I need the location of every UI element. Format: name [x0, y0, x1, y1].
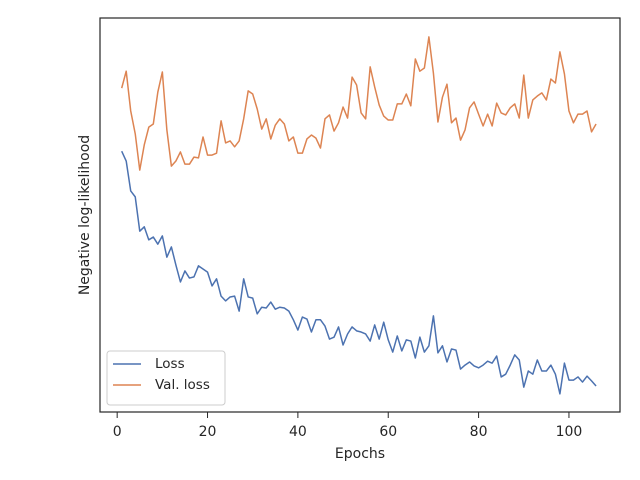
x-tick-label: 0 [113, 424, 122, 440]
legend: Loss Val. loss [106, 350, 226, 406]
x-tick-label: 60 [379, 424, 397, 440]
x-tick-label: 20 [199, 424, 217, 440]
series-line [121, 150, 597, 395]
series-line [120, 36, 597, 171]
x-tick-label: 100 [556, 424, 583, 440]
x-tick-label: 80 [470, 424, 488, 440]
plot-frame [99, 17, 621, 413]
legend-label: Val. loss [155, 377, 210, 393]
legend-label: Loss [155, 356, 185, 372]
x-tick-label: 40 [289, 424, 307, 440]
y-axis-label: Negative log-likelihood [77, 135, 93, 295]
x-axis-label: Epochs [335, 446, 385, 462]
